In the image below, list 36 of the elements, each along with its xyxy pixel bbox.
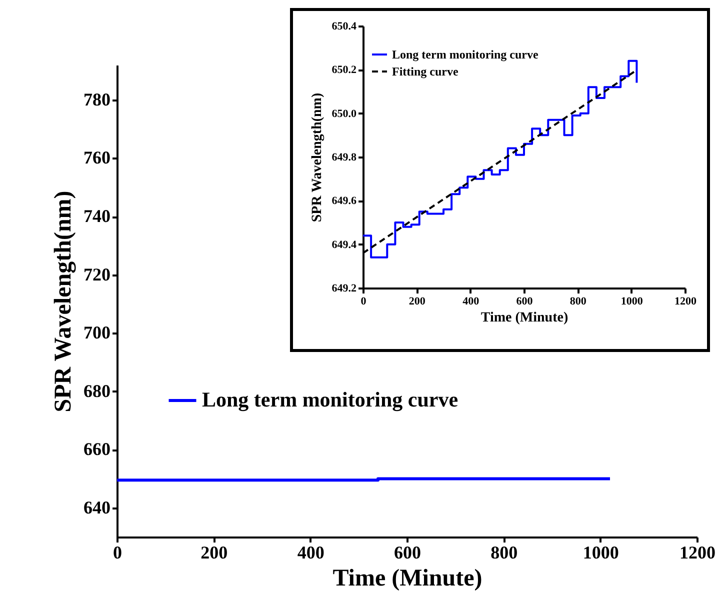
- x-tick-label: 400: [462, 296, 480, 308]
- x-tick-label: 1000: [582, 542, 619, 562]
- y-tick-label: 649.8: [332, 152, 357, 164]
- x-tick-label: 1200: [680, 542, 716, 562]
- y-tick-label: 740: [84, 206, 110, 226]
- y-tick-label: 650.4: [332, 20, 357, 32]
- y-tick-label: 660: [84, 439, 110, 460]
- x-tick-label: 1000: [620, 296, 644, 308]
- x-axis-title: Time (Minute): [332, 566, 482, 592]
- x-tick-label: 800: [570, 296, 587, 308]
- y-axis-title: SPR Wavelength(nm): [50, 190, 76, 412]
- x-tick-label: 0: [360, 296, 367, 308]
- legend-label: Long term monitoring curve: [392, 48, 539, 62]
- y-tick-label: 780: [84, 89, 110, 110]
- y-axis-title: SPR Wavelength(nm): [310, 92, 325, 222]
- y-tick-label: 680: [84, 380, 110, 401]
- x-tick-label: 600: [394, 542, 421, 562]
- y-tick-label: 650.2: [332, 64, 357, 76]
- y-tick-label: 649.2: [332, 282, 357, 294]
- x-tick-label: 200: [408, 296, 426, 308]
- y-tick-label: 649.6: [332, 195, 357, 208]
- x-tick-label: 800: [490, 542, 518, 562]
- y-tick-label: 650.0: [332, 108, 357, 120]
- x-tick-label: 600: [516, 296, 534, 308]
- x-tick-label: 200: [200, 542, 228, 562]
- x-axis-title: Time (Minute): [480, 310, 568, 326]
- x-tick-label: 0: [113, 542, 122, 562]
- y-tick-label: 649.4: [332, 238, 357, 251]
- legend-label: Fitting curve: [392, 64, 459, 78]
- y-tick-label: 760: [84, 148, 110, 168]
- y-tick-label: 700: [84, 322, 110, 343]
- y-tick-label: 720: [84, 264, 110, 284]
- x-tick-label: 1200: [674, 296, 697, 308]
- y-tick-label: 640: [84, 497, 110, 518]
- legend-label: Long term monitoring curve: [202, 388, 458, 412]
- x-tick-label: 400: [297, 542, 324, 562]
